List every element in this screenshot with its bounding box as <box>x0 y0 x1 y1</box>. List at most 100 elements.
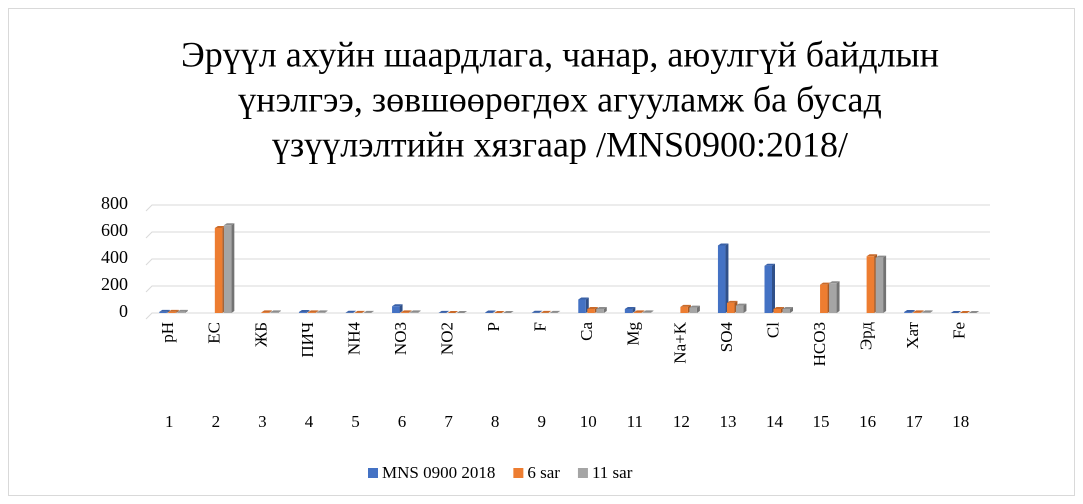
bar-group <box>345 310 356 313</box>
bar-group <box>401 310 412 313</box>
bar-side <box>408 310 412 313</box>
bar <box>642 312 651 313</box>
bar-side <box>324 310 328 313</box>
bar-group <box>578 297 589 313</box>
y-tick-label: 400 <box>101 247 128 267</box>
bar <box>177 311 185 313</box>
bar <box>773 308 781 313</box>
bar-top <box>503 310 514 313</box>
bar <box>223 225 232 313</box>
bar-top <box>410 310 421 313</box>
bar <box>401 312 409 313</box>
bar-group <box>829 281 840 313</box>
bar-group <box>261 310 272 313</box>
bar-group <box>596 306 607 313</box>
x-group-label: 2 <box>212 412 221 431</box>
x-tick-label: ЖБ <box>251 322 270 347</box>
bar-group <box>354 310 365 313</box>
x-group-label: 9 <box>537 412 546 431</box>
bar-top <box>447 310 459 313</box>
bar-side <box>510 310 514 313</box>
bar <box>587 308 595 313</box>
bar-group <box>549 310 561 313</box>
bar <box>922 312 930 313</box>
bar-side <box>548 310 552 313</box>
x-tick-label: P <box>484 322 503 331</box>
bar-group <box>363 310 374 313</box>
bar-side <box>557 310 561 313</box>
bar <box>596 308 604 313</box>
x-group-label: 16 <box>859 412 876 431</box>
bar <box>913 312 921 313</box>
bar-side <box>920 310 924 313</box>
bar-top <box>401 310 412 313</box>
x-tick-label: Ca <box>577 322 596 341</box>
bar-group <box>214 225 226 313</box>
bar-group <box>820 282 831 313</box>
grid-line <box>145 258 990 266</box>
bar-group <box>717 243 729 313</box>
x-tick-label: SO4 <box>717 322 736 353</box>
bar-group <box>503 310 514 313</box>
bar-side <box>306 310 310 313</box>
grid-line <box>145 285 990 293</box>
bar <box>214 227 223 313</box>
x-group-label: 17 <box>906 412 924 431</box>
bar-top <box>726 300 738 303</box>
bar-side <box>632 306 636 313</box>
bar-top <box>735 303 747 306</box>
bar-side <box>315 310 319 313</box>
bar-side <box>277 310 281 313</box>
x-group-label: 11 <box>627 412 643 431</box>
bar-side <box>184 309 188 313</box>
bar-group <box>680 304 691 313</box>
bar-top <box>298 310 310 313</box>
bar-top <box>596 306 607 309</box>
bar-group <box>159 309 170 313</box>
bar-side <box>362 310 365 313</box>
bar <box>624 308 633 313</box>
bar <box>316 312 325 313</box>
x-group-label: 6 <box>398 412 407 431</box>
bar-group <box>764 263 775 313</box>
bar-side <box>929 310 933 313</box>
bar-side <box>603 306 607 313</box>
x-group-label: 4 <box>305 412 314 431</box>
bar-top <box>829 281 840 284</box>
bar <box>726 302 735 313</box>
y-tick-label: 800 <box>101 193 128 213</box>
x-group-label: 8 <box>491 412 500 431</box>
bar-group <box>177 309 188 313</box>
bar-top <box>959 310 971 313</box>
bar-top <box>642 310 654 313</box>
bar-top <box>494 310 505 313</box>
x-group-label: 10 <box>580 412 597 431</box>
bar-group <box>316 310 328 313</box>
bar-top <box>540 310 552 313</box>
bar-top <box>159 309 170 312</box>
x-group-label: 13 <box>719 412 736 431</box>
bar-top <box>782 306 793 309</box>
bar-group <box>689 305 700 313</box>
legend-label: 11 sar <box>592 463 633 482</box>
bar-top <box>587 306 598 309</box>
bar-top <box>363 310 374 313</box>
bar-group <box>633 310 645 313</box>
bar-top <box>354 310 365 313</box>
bar-group <box>438 310 450 313</box>
bar-top <box>866 254 878 257</box>
bar-group <box>726 300 738 313</box>
bar-group <box>298 310 310 313</box>
x-tick-label: NH4 <box>344 322 363 356</box>
bar-group <box>735 303 747 313</box>
y-tick-label: 600 <box>101 220 128 240</box>
x-group-label: 12 <box>673 412 690 431</box>
bar <box>168 311 176 313</box>
bar <box>261 312 269 313</box>
bar-top <box>820 282 831 285</box>
bar-group <box>447 310 459 313</box>
bar-side <box>446 310 450 313</box>
bar <box>820 284 828 313</box>
x-group-label: 3 <box>258 412 267 431</box>
